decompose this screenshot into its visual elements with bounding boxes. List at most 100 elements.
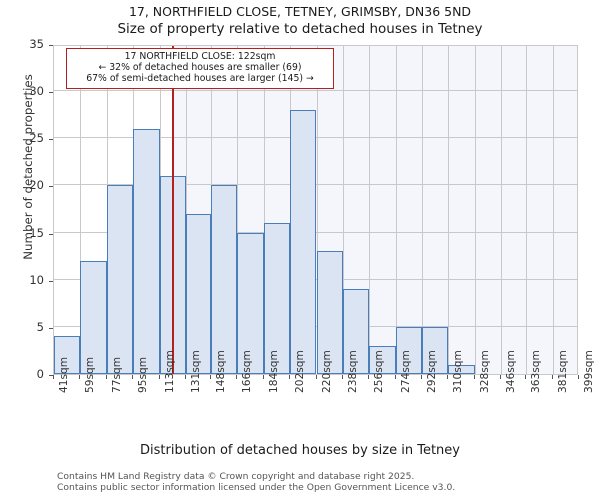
histogram-bar [54,336,81,374]
y-axis-tick-mark [49,280,53,282]
gridline-vertical [552,46,554,374]
histogram-bar [133,128,160,374]
y-axis-tick-label: 10 [29,272,44,287]
histogram-bar [369,345,396,374]
chart-title: 17, NORTHFIELD CLOSE, TETNEY, GRIMSBY, D… [0,4,600,38]
y-axis-tick-label: 35 [29,37,44,51]
x-axis-tick-mark [53,375,54,379]
histogram-bar [263,223,291,374]
x-axis-tick-mark [421,375,423,379]
y-axis-tick-label: 30 [29,84,44,99]
histogram-bar [395,326,423,374]
x-axis-tick-label: 184sqm [268,350,280,393]
x-axis-tick-mark [236,375,238,379]
histogram-bar [80,260,107,374]
x-axis-tick-label: 59sqm [84,357,96,393]
histogram-bar [448,364,475,374]
histogram-bar [106,185,134,374]
x-axis-tick-mark [447,375,449,379]
gridline-vertical [342,46,344,374]
y-axis-tick-mark [49,327,53,329]
x-axis-tick-label: 166sqm [241,350,253,393]
x-axis-tick-label: 41sqm [58,357,70,393]
property-annotation-box: 17 NORTHFIELD CLOSE: 122sqm ← 32% of det… [66,48,334,89]
x-axis-tick-label: 381sqm [557,350,569,393]
footer-line-1: Contains HM Land Registry data © Crown c… [57,471,415,482]
y-axis-tick-mark [49,92,53,94]
gridline-horizontal [54,90,577,92]
x-axis-tick-label: 220sqm [321,350,333,393]
x-axis-tick-mark [105,375,107,379]
x-axis-tick-mark [315,375,317,379]
gridline-vertical [316,46,318,374]
gridline-vertical [526,46,528,374]
chart-title-address: 17, NORTHFIELD CLOSE, TETNEY, GRIMSBY, D… [128,4,472,19]
annotation-line-larger: 67% of semi-detached houses are larger (… [86,73,314,85]
histogram-bar [185,213,211,374]
x-axis-tick-label: 77sqm [111,357,123,393]
x-axis-tick-mark [500,375,502,379]
x-axis-tick-label: 346sqm [505,350,517,393]
x-axis-tick-mark [368,375,370,379]
x-axis-tick-mark [132,375,134,379]
y-axis-tick-mark [49,45,53,46]
x-axis-tick-mark [551,375,553,379]
gridline-vertical [474,46,476,374]
property-size-marker-line [171,46,174,374]
x-axis-tick-label: 256sqm [373,350,385,393]
x-axis-tick-label: 363sqm [530,350,542,393]
x-axis-tick-label: 148sqm [215,350,227,393]
x-axis-tick-label: 95sqm [137,357,149,393]
x-axis-tick-mark [262,375,264,379]
histogram-bar [210,185,238,374]
x-axis-tick-label: 238sqm [347,350,359,393]
gridline-vertical [501,46,503,374]
y-axis-tick-mark [49,375,53,376]
y-axis-tick-mark [49,186,53,188]
x-axis-tick-mark [184,375,186,379]
annotation-line-smaller: ← 32% of detached houses are smaller (69… [98,62,302,74]
plot-area [53,45,578,375]
y-axis-tick-label: 25 [29,131,44,146]
histogram-bar [422,326,449,374]
histogram-bar [316,251,343,374]
x-axis-tick-mark [394,375,396,379]
gridline-vertical [369,46,371,374]
footer-line-2: Contains public sector information licen… [57,481,456,493]
x-axis-tick-label: 274sqm [400,350,412,393]
x-axis-tick-mark [289,375,291,379]
x-axis-tick-label: 202sqm [294,350,306,393]
y-axis-tick-label: 0 [36,367,44,381]
x-axis-tick-label: 328sqm [479,350,491,393]
gridline-vertical [422,46,424,374]
gridline-vertical [448,46,450,374]
gridline-vertical [395,46,397,374]
x-axis-tick-label: 292sqm [426,350,438,393]
y-axis-tick-label: 15 [29,225,44,240]
gridline-vertical [80,46,82,374]
x-axis-tick-label: 399sqm [583,350,595,393]
y-axis-tick-label: 5 [36,319,44,334]
gridline-vertical [263,46,265,374]
x-axis-tick-mark [473,375,475,379]
y-axis-title: Number of detached properties [21,74,35,260]
x-axis-tick-label: 113sqm [164,350,176,393]
footer-attribution: Contains HM Land Registry data © Crown c… [57,471,456,493]
annotation-line-property: 17 NORTHFIELD CLOSE: 122sqm [124,51,276,62]
x-axis-tick-mark [341,375,343,379]
x-axis-tick-mark [79,375,81,379]
gridline-vertical [237,46,239,374]
x-axis-tick-mark [578,375,579,379]
gridline-vertical [185,46,187,374]
x-axis-title: Distribution of detached houses by size … [140,443,460,458]
x-axis-tick-label: 131sqm [190,350,202,393]
histogram-bar [342,289,370,374]
x-axis-tick-mark [209,375,211,379]
x-axis-tick-mark [158,375,160,379]
x-axis-tick-mark [525,375,527,379]
y-axis-tick-mark [49,139,53,141]
histogram-bar [237,232,264,374]
histogram-bar [290,110,317,374]
y-axis-tick-mark [49,233,53,235]
